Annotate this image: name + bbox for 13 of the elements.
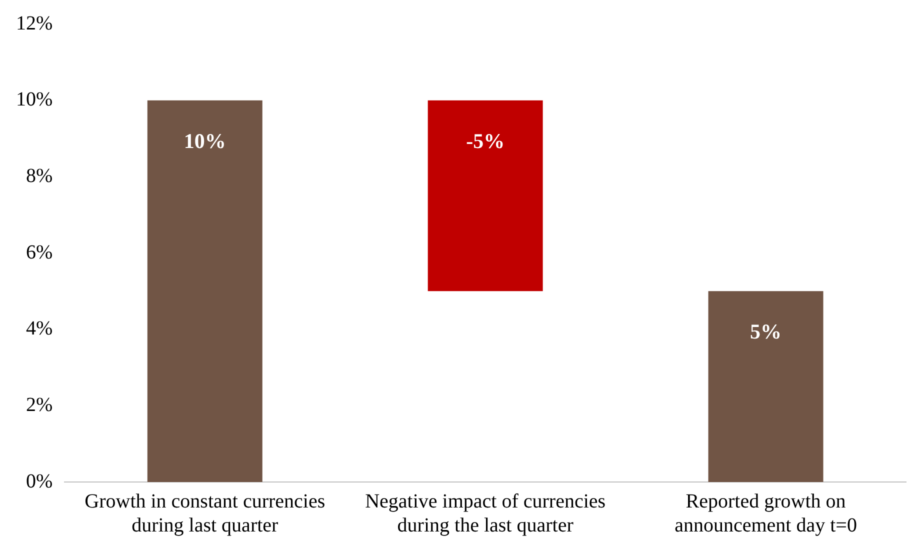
x-tick-label: Growth in constant currencies during last quarter (84, 490, 326, 536)
x-tick-label: Reported growth on announcement day t=0 (674, 490, 857, 536)
y-tick-label: 6% (26, 241, 53, 264)
y-tick-label: 10% (16, 88, 53, 111)
data-label: 5% (750, 320, 782, 344)
y-tick-label: 8% (26, 164, 53, 187)
data-label: -5% (466, 128, 505, 153)
y-tick-label: 2% (26, 394, 53, 416)
y-tick-label: 12% (16, 12, 53, 34)
y-tick-label: 4% (26, 318, 53, 340)
x-tick-label: Negative impact of currencies during the last quarter (365, 490, 606, 536)
y-tick-label: 0% (26, 470, 53, 492)
data-label: 10% (184, 128, 226, 153)
